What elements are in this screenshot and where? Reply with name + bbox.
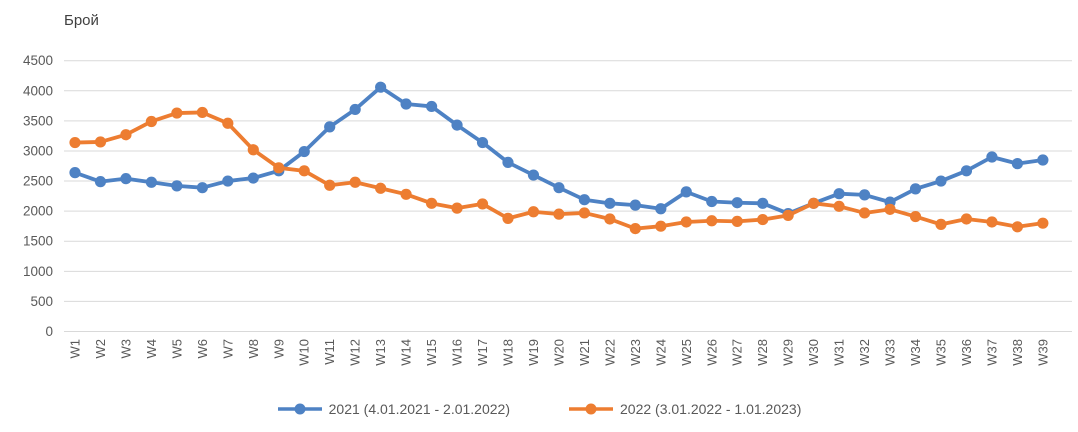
gridlines: [64, 60, 1072, 332]
svg-text:W24: W24: [653, 339, 668, 366]
legend-item-2022: 2022 (3.01.2022 - 1.01.2023): [568, 401, 801, 417]
svg-text:W14: W14: [399, 339, 414, 366]
svg-text:W2: W2: [93, 339, 108, 359]
legend-marker-2021: [277, 403, 322, 415]
svg-text:W39: W39: [1035, 339, 1050, 366]
svg-text:W19: W19: [526, 339, 541, 366]
svg-text:W10: W10: [297, 339, 312, 366]
svg-text:W15: W15: [424, 339, 439, 366]
svg-text:W8: W8: [246, 339, 261, 359]
svg-text:W36: W36: [959, 339, 974, 366]
svg-text:W35: W35: [933, 339, 948, 366]
svg-text:W33: W33: [883, 339, 898, 366]
svg-text:W21: W21: [577, 339, 592, 366]
svg-text:W32: W32: [857, 339, 872, 366]
svg-text:W30: W30: [806, 339, 821, 366]
svg-text:0: 0: [45, 324, 53, 339]
svg-text:4000: 4000: [23, 83, 53, 98]
svg-text:W31: W31: [832, 339, 847, 366]
svg-text:1500: 1500: [23, 234, 53, 249]
svg-text:1000: 1000: [23, 264, 53, 279]
legend-label-2021: 2021 (4.01.2021 - 2.01.2022): [328, 401, 510, 417]
svg-text:2000: 2000: [23, 204, 53, 219]
svg-text:W18: W18: [500, 339, 515, 366]
svg-text:W3: W3: [118, 339, 133, 359]
legend-item-2021: 2021 (4.01.2021 - 2.01.2022): [277, 401, 510, 417]
svg-text:W12: W12: [348, 339, 363, 366]
svg-text:500: 500: [30, 294, 53, 309]
svg-text:W4: W4: [144, 339, 159, 359]
svg-text:W27: W27: [730, 339, 745, 366]
data-series: [69, 81, 1049, 235]
legend-marker-2022: [569, 403, 613, 415]
svg-text:W11: W11: [322, 339, 337, 365]
y-axis-labels: 0 500 1000 1500 2000 2500 3000 3500 4000 4500: [23, 53, 53, 339]
svg-text:W25: W25: [679, 339, 694, 366]
x-axis-labels: W1 W2 W3 W4 W5 W6 W7 W8 W9 W10 W11 W12 W13 W14 W15 W16 W…: [68, 339, 1051, 366]
svg-text:2500: 2500: [23, 174, 53, 189]
svg-text:W29: W29: [781, 339, 796, 366]
svg-text:W20: W20: [551, 339, 566, 366]
svg-text:W6: W6: [195, 339, 210, 359]
svg-text:W17: W17: [475, 339, 490, 366]
svg-text:W34: W34: [908, 339, 923, 366]
svg-text:W7: W7: [220, 339, 235, 359]
svg-text:4500: 4500: [23, 53, 53, 68]
legend-label-2022: 2022 (3.01.2022 - 1.01.2023): [620, 401, 802, 417]
chart-title: Брой: [64, 12, 99, 29]
svg-text:W26: W26: [704, 339, 719, 366]
svg-text:3500: 3500: [23, 113, 53, 128]
chart-legend: 2021 (4.01.2021 - 2.01.2022) 2022 (3.01.…: [0, 394, 1078, 424]
svg-text:W5: W5: [169, 339, 184, 359]
svg-text:3000: 3000: [23, 143, 53, 158]
svg-text:W37: W37: [984, 339, 999, 366]
svg-text:W22: W22: [602, 339, 617, 366]
svg-text:W13: W13: [373, 339, 388, 366]
svg-text:W28: W28: [755, 339, 770, 366]
svg-text:W38: W38: [1010, 339, 1025, 366]
svg-text:W23: W23: [628, 339, 643, 366]
svg-text:W1: W1: [68, 339, 83, 359]
svg-text:W16: W16: [450, 339, 465, 366]
svg-text:W9: W9: [271, 339, 286, 359]
